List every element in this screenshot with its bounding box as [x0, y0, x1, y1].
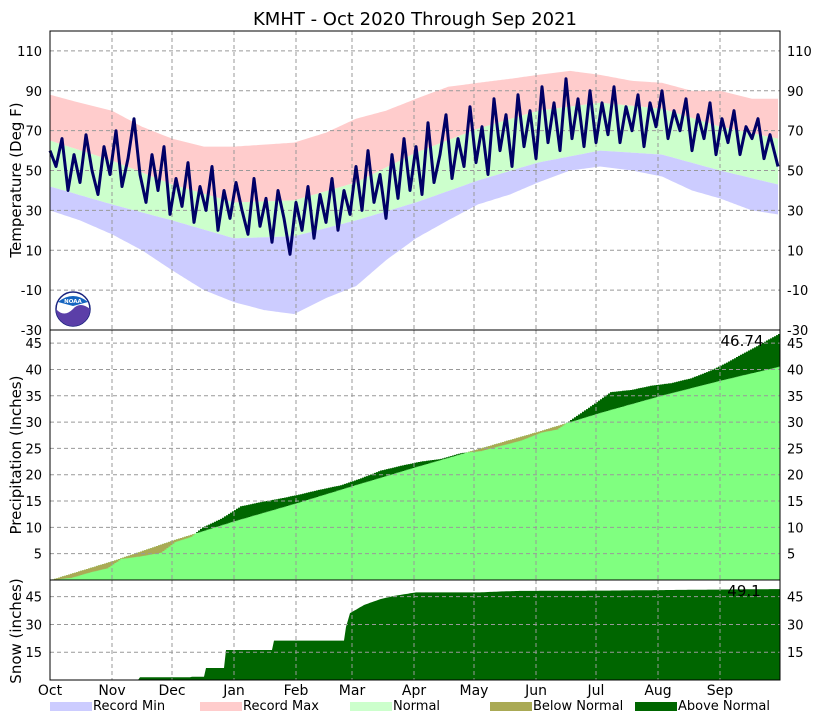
- snow-frame: [49, 579, 781, 681]
- month-label: Jul: [587, 683, 605, 699]
- legend-swatch: [50, 702, 92, 711]
- temperature-tick-label-right: 10: [787, 244, 804, 259]
- snow-accumulation-area: [50, 589, 780, 680]
- temperature-tick-label-right: 30: [787, 204, 804, 219]
- precipitation-normal-area: [50, 366, 781, 580]
- legend-label: Record Max: [243, 699, 319, 714]
- temperature-tick-label-right: -10: [787, 284, 808, 299]
- temperature-panel: -30 -30 -10 -10 10 10 30 30 50 50 70 70 90 90 110 110: [17, 30, 812, 339]
- snow-total-annotation: 49.1: [727, 582, 760, 600]
- temperature-tick-label-left: 90: [25, 85, 42, 100]
- precipitation-tick-label-right: 45: [787, 337, 804, 352]
- legend: Record Min Record Max Normal Below Normal Ab…: [50, 699, 770, 714]
- precipitation-tick-label-left: 10: [25, 521, 42, 536]
- snow-axis-label: Snow (inches): [7, 578, 25, 683]
- month-label: Aug: [644, 683, 671, 699]
- snow-tick-label-right: 15: [787, 646, 804, 661]
- precipitation-panel: 5 5 10 10 15 15 20 20 25 25 30 30 35 35 40 40 45 45: [25, 329, 804, 581]
- snow-tick-label-left: 30: [25, 618, 42, 633]
- precipitation-tick-label-right: 15: [787, 495, 804, 510]
- snow-tick-label-right: 45: [787, 591, 804, 606]
- month-label: Oct: [38, 683, 63, 699]
- temperature-tick-label-right: 70: [787, 125, 804, 140]
- precipitation-tick-label-right: 25: [787, 442, 804, 457]
- precipitation-tick-label-right: 40: [787, 363, 804, 378]
- legend-swatch: [350, 702, 392, 711]
- precipitation-tick-label-left: 30: [25, 416, 42, 431]
- temperature-tick-label-right: 110: [787, 45, 812, 60]
- precipitation-tick-label-left: 20: [25, 469, 42, 484]
- month-label: Jan: [222, 683, 245, 699]
- snow-panel: 15 15 30 30 45 45: [25, 579, 804, 681]
- month-label: Apr: [402, 683, 426, 699]
- legend-label: Normal: [393, 699, 440, 714]
- precipitation-tick-label-right: 10: [787, 521, 804, 536]
- snow-tick-label-right: 30: [787, 618, 804, 633]
- month-label: Feb: [284, 683, 309, 699]
- precipitation-tick-label-left: 45: [25, 337, 42, 352]
- snow-tick-label-left: 45: [25, 591, 42, 606]
- legend-swatch: [490, 702, 532, 711]
- legend-label: Record Min: [93, 699, 165, 714]
- precipitation-tick-label-left: 15: [25, 495, 42, 510]
- temperature-tick-label-right: 50: [787, 165, 804, 180]
- noaa-logo: NOAA: [55, 291, 91, 327]
- temperature-tick-label-left: -30: [21, 324, 42, 339]
- precipitation-tick-label-right: 30: [787, 416, 804, 431]
- record-min-band: [50, 150, 778, 315]
- precipitation-below-normal-area: [52, 423, 567, 580]
- temperature-tick-label-left: 50: [25, 165, 42, 180]
- temperature-tick-label-left: -10: [21, 284, 42, 299]
- temperature-tick-label-left: 30: [25, 204, 42, 219]
- legend-label: Below Normal: [533, 699, 623, 714]
- legend-label: Above Normal: [678, 699, 770, 714]
- legend-swatch: [200, 702, 242, 711]
- month-labels: Oct Nov Dec Jan Feb Mar Apr May Jun Jul Aug Sep: [38, 683, 733, 699]
- month-label: Mar: [339, 683, 366, 699]
- precipitation-tick-label-left: 35: [25, 390, 42, 405]
- month-label: Jun: [524, 683, 547, 699]
- precipitation-tick-label-right: 35: [787, 390, 804, 405]
- month-label: Dec: [158, 683, 185, 699]
- noaa-logo-text: NOAA: [64, 299, 82, 305]
- month-label: May: [460, 683, 489, 699]
- temperature-tick-label-left: 70: [25, 125, 42, 140]
- temperature-tick-label-right: -30: [787, 324, 808, 339]
- precipitation-tick-label-left: 40: [25, 363, 42, 378]
- precipitation-above-normal-area: [196, 334, 781, 533]
- temperature-tick-label-left: 110: [17, 45, 42, 60]
- precipitation-tick-label-right: 20: [787, 469, 804, 484]
- chart-title: KMHT - Oct 2020 Through Sep 2021: [253, 9, 577, 30]
- precipitation-tick-label-right: 5: [787, 548, 795, 563]
- precipitation-axis-label: Precipitation (Inches): [7, 376, 25, 535]
- precipitation-total-annotation: 46.74: [721, 332, 764, 350]
- month-label: Nov: [98, 683, 125, 699]
- temperature-axis-label: Temperature (Deg F): [7, 102, 25, 258]
- month-label: Sep: [707, 683, 734, 699]
- temperature-tick-label-left: 10: [25, 244, 42, 259]
- temperature-tick-label-right: 90: [787, 85, 804, 100]
- precipitation-tick-label-left: 25: [25, 442, 42, 457]
- legend-swatch: [635, 702, 677, 711]
- precipitation-tick-label-left: 5: [34, 548, 42, 563]
- snow-tick-label-left: 15: [25, 646, 42, 661]
- observed-temperature-line: [48, 77, 780, 256]
